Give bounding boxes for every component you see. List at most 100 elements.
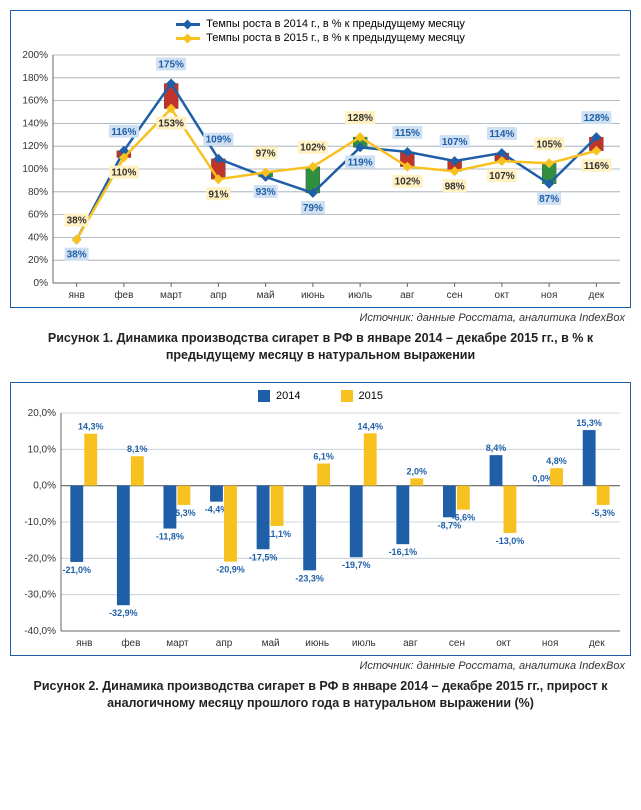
chart-1-source: Источник: данные Росстата, аналитика Ind… xyxy=(10,312,625,324)
svg-text:март: март xyxy=(160,290,183,301)
svg-text:140%: 140% xyxy=(22,118,48,129)
svg-text:-11,1%: -11,1% xyxy=(263,529,291,539)
svg-text:20,0%: 20,0% xyxy=(28,408,56,419)
svg-text:сен: сен xyxy=(449,638,465,649)
svg-text:июль: июль xyxy=(348,290,372,301)
svg-text:87%: 87% xyxy=(539,194,559,205)
svg-text:8,4%: 8,4% xyxy=(486,443,507,453)
svg-text:-17,5%: -17,5% xyxy=(249,552,278,562)
svg-text:сен: сен xyxy=(447,290,463,301)
svg-text:янв: янв xyxy=(69,290,85,301)
svg-text:-19,7%: -19,7% xyxy=(342,560,371,570)
svg-text:115%: 115% xyxy=(395,128,420,139)
svg-text:окт: окт xyxy=(496,638,511,649)
svg-text:фев: фев xyxy=(121,637,140,649)
svg-text:20%: 20% xyxy=(28,255,48,266)
svg-text:160%: 160% xyxy=(22,96,48,107)
svg-text:200%: 200% xyxy=(22,50,48,61)
legend-swatch-bar-2014 xyxy=(258,390,270,402)
svg-text:107%: 107% xyxy=(489,171,515,182)
legend-label: Темпы роста в 2014 г., в % к предыдущему… xyxy=(206,18,465,30)
svg-text:-5,3%: -5,3% xyxy=(591,508,615,518)
svg-text:-5,3%: -5,3% xyxy=(172,508,196,518)
svg-text:102%: 102% xyxy=(395,177,421,188)
legend-swatch-line-2015 xyxy=(176,37,200,40)
svg-text:100%: 100% xyxy=(22,164,48,175)
svg-text:дек: дек xyxy=(589,638,605,649)
svg-text:янв: янв xyxy=(76,638,92,649)
svg-text:38%: 38% xyxy=(67,216,87,227)
svg-text:40%: 40% xyxy=(28,232,48,243)
svg-text:-32,9%: -32,9% xyxy=(109,608,138,618)
chart-2-container: 2014 2015 -40,0%-30,0%-20,0%-10,0%0,0%10… xyxy=(10,382,631,656)
svg-text:авг: авг xyxy=(400,290,415,301)
svg-text:180%: 180% xyxy=(22,73,48,84)
svg-text:102%: 102% xyxy=(300,143,326,154)
svg-text:105%: 105% xyxy=(536,139,562,150)
svg-text:июнь: июнь xyxy=(305,638,329,649)
svg-text:4,8%: 4,8% xyxy=(546,456,567,466)
svg-text:май: май xyxy=(262,638,280,649)
svg-text:119%: 119% xyxy=(348,157,373,168)
legend-swatch-line-2014 xyxy=(176,23,200,26)
svg-text:-20,9%: -20,9% xyxy=(216,564,245,574)
chart-1-svg: 0%20%40%60%80%100%120%140%160%180%200%ян… xyxy=(11,47,628,307)
svg-text:114%: 114% xyxy=(489,129,514,140)
svg-text:апр: апр xyxy=(216,638,233,649)
chart-1-container: Темпы роста в 2014 г., в % к предыдущему… xyxy=(10,10,631,308)
legend-label: 2014 xyxy=(276,390,300,402)
svg-text:128%: 128% xyxy=(347,113,373,124)
svg-text:153%: 153% xyxy=(158,119,184,130)
legend-item-2014: 2014 xyxy=(258,390,300,402)
legend-item-2015: Темпы роста в 2015 г., в % к предыдущему… xyxy=(176,32,465,44)
svg-text:0,0%: 0,0% xyxy=(33,480,56,491)
chart-1-caption: Рисунок 1. Динамика производства сигарет… xyxy=(20,330,621,364)
legend-label: Темпы роста в 2015 г., в % к предыдущему… xyxy=(206,32,465,44)
svg-text:98%: 98% xyxy=(445,181,465,192)
svg-text:июнь: июнь xyxy=(301,290,325,301)
svg-text:2,0%: 2,0% xyxy=(407,466,428,476)
svg-text:-40,0%: -40,0% xyxy=(24,626,56,637)
svg-text:8,1%: 8,1% xyxy=(127,444,148,454)
chart-2-svg: -40,0%-30,0%-20,0%-10,0%0,0%10,0%20,0%-2… xyxy=(11,405,628,655)
chart-2-plot: -40,0%-30,0%-20,0%-10,0%0,0%10,0%20,0%-2… xyxy=(11,405,630,655)
legend-item-2014: Темпы роста в 2014 г., в % к предыдущему… xyxy=(176,18,465,30)
svg-text:-30,0%: -30,0% xyxy=(24,589,56,600)
svg-text:14,4%: 14,4% xyxy=(357,421,383,431)
svg-text:97%: 97% xyxy=(256,148,276,159)
svg-text:80%: 80% xyxy=(28,187,48,198)
svg-text:175%: 175% xyxy=(158,60,184,71)
svg-text:-20,0%: -20,0% xyxy=(24,553,56,564)
svg-text:6,1%: 6,1% xyxy=(313,451,334,461)
svg-text:79%: 79% xyxy=(303,203,323,214)
svg-text:-13,0%: -13,0% xyxy=(496,536,525,546)
svg-text:110%: 110% xyxy=(111,168,136,179)
chart-1-plot: 0%20%40%60%80%100%120%140%160%180%200%ян… xyxy=(11,47,630,307)
svg-text:ноя: ноя xyxy=(541,290,558,301)
svg-text:-23,3%: -23,3% xyxy=(295,573,324,583)
svg-text:-6,6%: -6,6% xyxy=(452,512,476,522)
svg-text:-11,8%: -11,8% xyxy=(156,531,184,541)
svg-text:окт: окт xyxy=(495,290,510,301)
svg-text:фев: фев xyxy=(114,289,133,301)
svg-text:0%: 0% xyxy=(34,278,49,289)
svg-text:116%: 116% xyxy=(111,127,136,138)
svg-text:15,3%: 15,3% xyxy=(576,418,602,428)
svg-text:93%: 93% xyxy=(256,187,276,198)
svg-text:ноя: ноя xyxy=(542,638,559,649)
svg-text:107%: 107% xyxy=(442,137,468,148)
svg-text:апр: апр xyxy=(210,290,227,301)
svg-text:60%: 60% xyxy=(28,210,48,221)
svg-text:38%: 38% xyxy=(67,250,87,261)
svg-text:авг: авг xyxy=(403,638,418,649)
svg-text:116%: 116% xyxy=(584,161,609,172)
chart-2-source: Источник: данные Росстата, аналитика Ind… xyxy=(10,660,625,672)
legend-swatch-bar-2015 xyxy=(341,390,353,402)
legend-label: 2015 xyxy=(359,390,383,402)
svg-text:дек: дек xyxy=(588,290,604,301)
chart-1-legend: Темпы роста в 2014 г., в % к предыдущему… xyxy=(11,11,630,47)
svg-text:май: май xyxy=(257,290,275,301)
svg-text:128%: 128% xyxy=(584,113,610,124)
svg-text:109%: 109% xyxy=(206,135,232,146)
legend-item-2015: 2015 xyxy=(341,390,383,402)
